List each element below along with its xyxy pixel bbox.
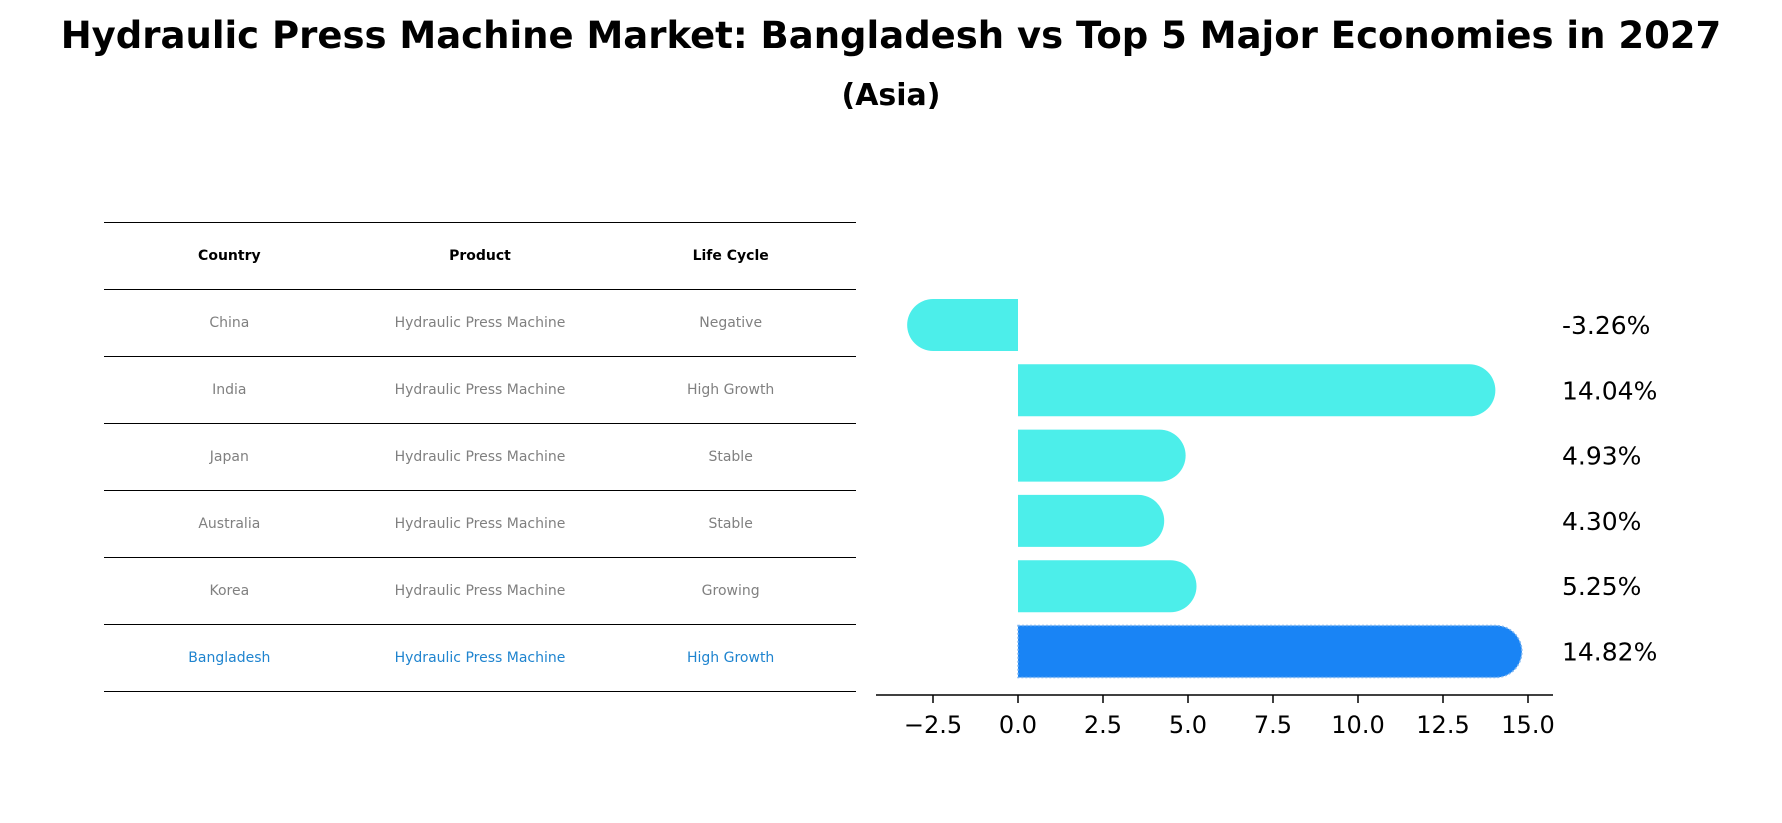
bar-australia: [1018, 494, 1165, 547]
column-header-product: Product: [354, 222, 606, 290]
x-tick-label: −2.5: [904, 711, 962, 739]
column-header-life-cycle: Life Cycle: [605, 222, 856, 290]
table-header-row: Country Product Life Cycle: [104, 222, 856, 290]
x-tick-label: 0.0: [999, 711, 1037, 739]
x-tick-label: 5.0: [1169, 711, 1207, 739]
table-row: India Hydraulic Press Machine High Growt…: [104, 356, 856, 424]
cell-product: Hydraulic Press Machine: [354, 289, 606, 357]
table-row-highlighted: Bangladesh Hydraulic Press Machine High …: [104, 624, 856, 692]
cell-country: Japan: [104, 423, 355, 491]
data-label-india: 14.04%: [1562, 376, 1657, 405]
cell-product: Hydraulic Press Machine: [354, 356, 606, 424]
bar-india: [1018, 364, 1496, 417]
cell-life-cycle: High Growth: [605, 356, 856, 424]
data-label-australia: 4.30%: [1562, 507, 1641, 536]
cell-product: Hydraulic Press Machine: [354, 490, 606, 558]
x-tick-label: 7.5: [1254, 711, 1292, 739]
x-tick-label: 2.5: [1084, 711, 1122, 739]
cell-life-cycle: Negative: [605, 289, 856, 357]
cell-life-cycle: Stable: [605, 423, 856, 491]
bar-japan: [1018, 429, 1186, 482]
cell-country: India: [104, 356, 355, 424]
data-label-bangladesh: 14.82%: [1562, 638, 1657, 667]
bar-korea: [1018, 560, 1197, 613]
table-row: China Hydraulic Press Machine Negative: [104, 289, 856, 357]
x-tick-label: 10.0: [1331, 711, 1384, 739]
cell-product: Hydraulic Press Machine: [354, 423, 606, 491]
x-tick-label: 12.5: [1416, 711, 1469, 739]
cell-country: Bangladesh: [104, 624, 355, 692]
bar-china: [907, 299, 1018, 351]
column-header-country: Country: [104, 222, 355, 290]
bar-bangladesh: [1017, 624, 1523, 679]
table-row: Australia Hydraulic Press Machine Stable: [104, 490, 856, 558]
cell-life-cycle: High Growth: [605, 624, 856, 692]
data-label-japan: 4.93%: [1562, 442, 1641, 471]
cell-country: Australia: [104, 490, 355, 558]
data-label-china: -3.26%: [1562, 311, 1650, 340]
cell-product: Hydraulic Press Machine: [354, 624, 606, 692]
chart-subtitle: (Asia): [841, 78, 941, 113]
cell-life-cycle: Growing: [605, 557, 856, 625]
market-table: Country Product Life Cycle China Hydraul…: [104, 222, 856, 692]
table-row: Japan Hydraulic Press Machine Stable: [104, 423, 856, 491]
table-row: Korea Hydraulic Press Machine Growing: [104, 557, 856, 625]
cell-life-cycle: Stable: [605, 490, 856, 558]
cell-country: Korea: [104, 557, 355, 625]
x-tick-label: 15.0: [1501, 711, 1554, 739]
cell-country: China: [104, 289, 355, 357]
chart-title: Hydraulic Press Machine Market: Banglade…: [60, 14, 1722, 57]
data-label-korea: 5.25%: [1562, 572, 1641, 601]
